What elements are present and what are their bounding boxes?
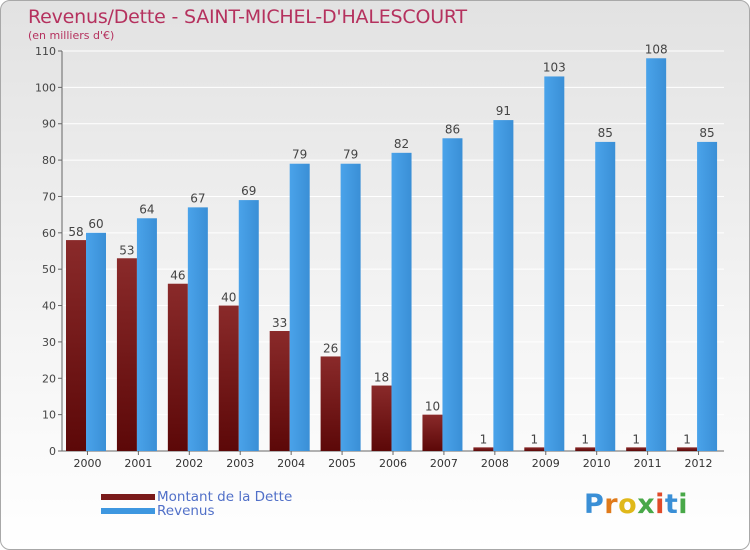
bar-revenue — [697, 141, 718, 451]
y-tick-label: 60 — [42, 227, 56, 240]
logo-letter: x — [637, 489, 656, 520]
x-tick-label: 2011 — [634, 457, 662, 470]
logo-letter: r — [604, 489, 619, 520]
bar-revenue — [544, 76, 565, 452]
data-label-debt: 1 — [581, 432, 589, 446]
data-label-revenue: 69 — [241, 184, 256, 198]
bar-debt — [473, 447, 494, 451]
logo-letter: P — [584, 489, 605, 520]
logo-letter: t — [664, 489, 679, 520]
bar-revenue — [391, 152, 412, 451]
x-tick-label: 2010 — [583, 457, 611, 470]
legend-swatch-revenue — [101, 508, 155, 514]
y-tick-label: 100 — [35, 81, 56, 94]
bar-debt — [116, 258, 137, 451]
x-tick-label: 2002 — [175, 457, 203, 470]
y-tick-label: 80 — [42, 154, 56, 167]
data-label-revenue: 64 — [139, 202, 154, 216]
y-tick-label: 0 — [49, 445, 56, 458]
bar-revenue — [595, 141, 616, 451]
legend-swatch-debt — [101, 494, 155, 500]
x-tick-label: 2006 — [379, 457, 407, 470]
data-label-debt: 46 — [170, 269, 185, 283]
data-label-revenue: 82 — [394, 137, 409, 151]
data-label-debt: 18 — [374, 371, 389, 385]
data-label-debt: 40 — [221, 291, 236, 305]
bar-debt — [371, 385, 392, 451]
logo-letter: i — [655, 489, 665, 520]
data-label-revenue: 108 — [645, 42, 668, 56]
y-tick-label: 70 — [42, 190, 56, 203]
proxiti-logo: Proxiti — [584, 489, 688, 520]
x-tick-label: 2003 — [226, 457, 254, 470]
x-tick-label: 2004 — [277, 457, 305, 470]
bar-revenue — [136, 218, 157, 451]
bar-revenue — [86, 232, 106, 451]
x-tick-label: 2008 — [481, 457, 509, 470]
x-tick-label: 2007 — [430, 457, 458, 470]
y-tick-label: 110 — [35, 45, 56, 58]
data-label-debt: 1 — [632, 432, 640, 446]
data-label-revenue: 67 — [190, 191, 205, 205]
legend-item-revenue: Revenus — [101, 503, 215, 519]
bar-revenue — [646, 58, 667, 451]
chart-subtitle: (en milliers d'€) — [28, 29, 115, 42]
y-tick-label: 40 — [42, 300, 56, 313]
x-tick-label: 2012 — [685, 457, 713, 470]
bar-revenue — [493, 120, 514, 451]
bar-revenue — [442, 138, 463, 452]
legend-label-debt: Montant de la Dette — [157, 489, 293, 505]
data-label-revenue: 103 — [543, 60, 566, 74]
y-tick-label: 50 — [42, 263, 56, 276]
legend-label-revenue: Revenus — [157, 503, 215, 519]
data-label-debt: 53 — [119, 243, 134, 257]
bar-revenue — [289, 163, 310, 451]
bar-revenue — [187, 207, 208, 451]
data-label-debt: 58 — [68, 225, 83, 239]
bar-debt — [626, 447, 647, 451]
x-tick-label: 2000 — [73, 457, 101, 470]
bar-debt — [524, 447, 545, 451]
data-label-debt: 1 — [480, 432, 488, 446]
bar-debt — [167, 283, 188, 451]
data-label-revenue: 86 — [445, 122, 460, 136]
data-label-debt: 33 — [272, 316, 287, 330]
data-label-revenue: 91 — [496, 104, 511, 118]
data-label-revenue: 60 — [88, 217, 103, 231]
x-tick-label: 2001 — [124, 457, 152, 470]
data-label-revenue: 85 — [699, 126, 714, 140]
data-label-revenue: 79 — [343, 148, 358, 162]
chart-title: Revenus/Dette - SAINT-MICHEL-D'HALESCOUR… — [28, 6, 467, 28]
bar-revenue — [238, 200, 259, 451]
y-tick-label: 30 — [42, 336, 56, 349]
data-label-debt: 26 — [323, 341, 338, 355]
y-tick-label: 90 — [42, 118, 56, 131]
y-tick-label: 20 — [42, 372, 56, 385]
bar-debt — [677, 447, 698, 451]
data-label-debt: 1 — [683, 432, 691, 446]
data-label-revenue: 79 — [292, 148, 307, 162]
data-label-debt: 10 — [425, 400, 440, 414]
x-tick-label: 2005 — [328, 457, 356, 470]
bar-debt — [422, 414, 443, 451]
y-tick-label: 10 — [42, 409, 56, 422]
bar-debt — [269, 331, 290, 451]
data-label-debt: 1 — [530, 432, 538, 446]
bar-revenue — [340, 163, 361, 451]
legend-item-debt: Montant de la Dette — [101, 489, 292, 505]
logo-letter: o — [618, 489, 638, 520]
x-tick-label: 2009 — [532, 457, 560, 470]
data-label-revenue: 85 — [598, 126, 613, 140]
bar-debt — [320, 356, 341, 451]
bar-debt — [218, 305, 239, 451]
logo-letter: i — [678, 489, 689, 520]
bar-debt — [66, 240, 86, 451]
bar-debt — [575, 447, 596, 451]
